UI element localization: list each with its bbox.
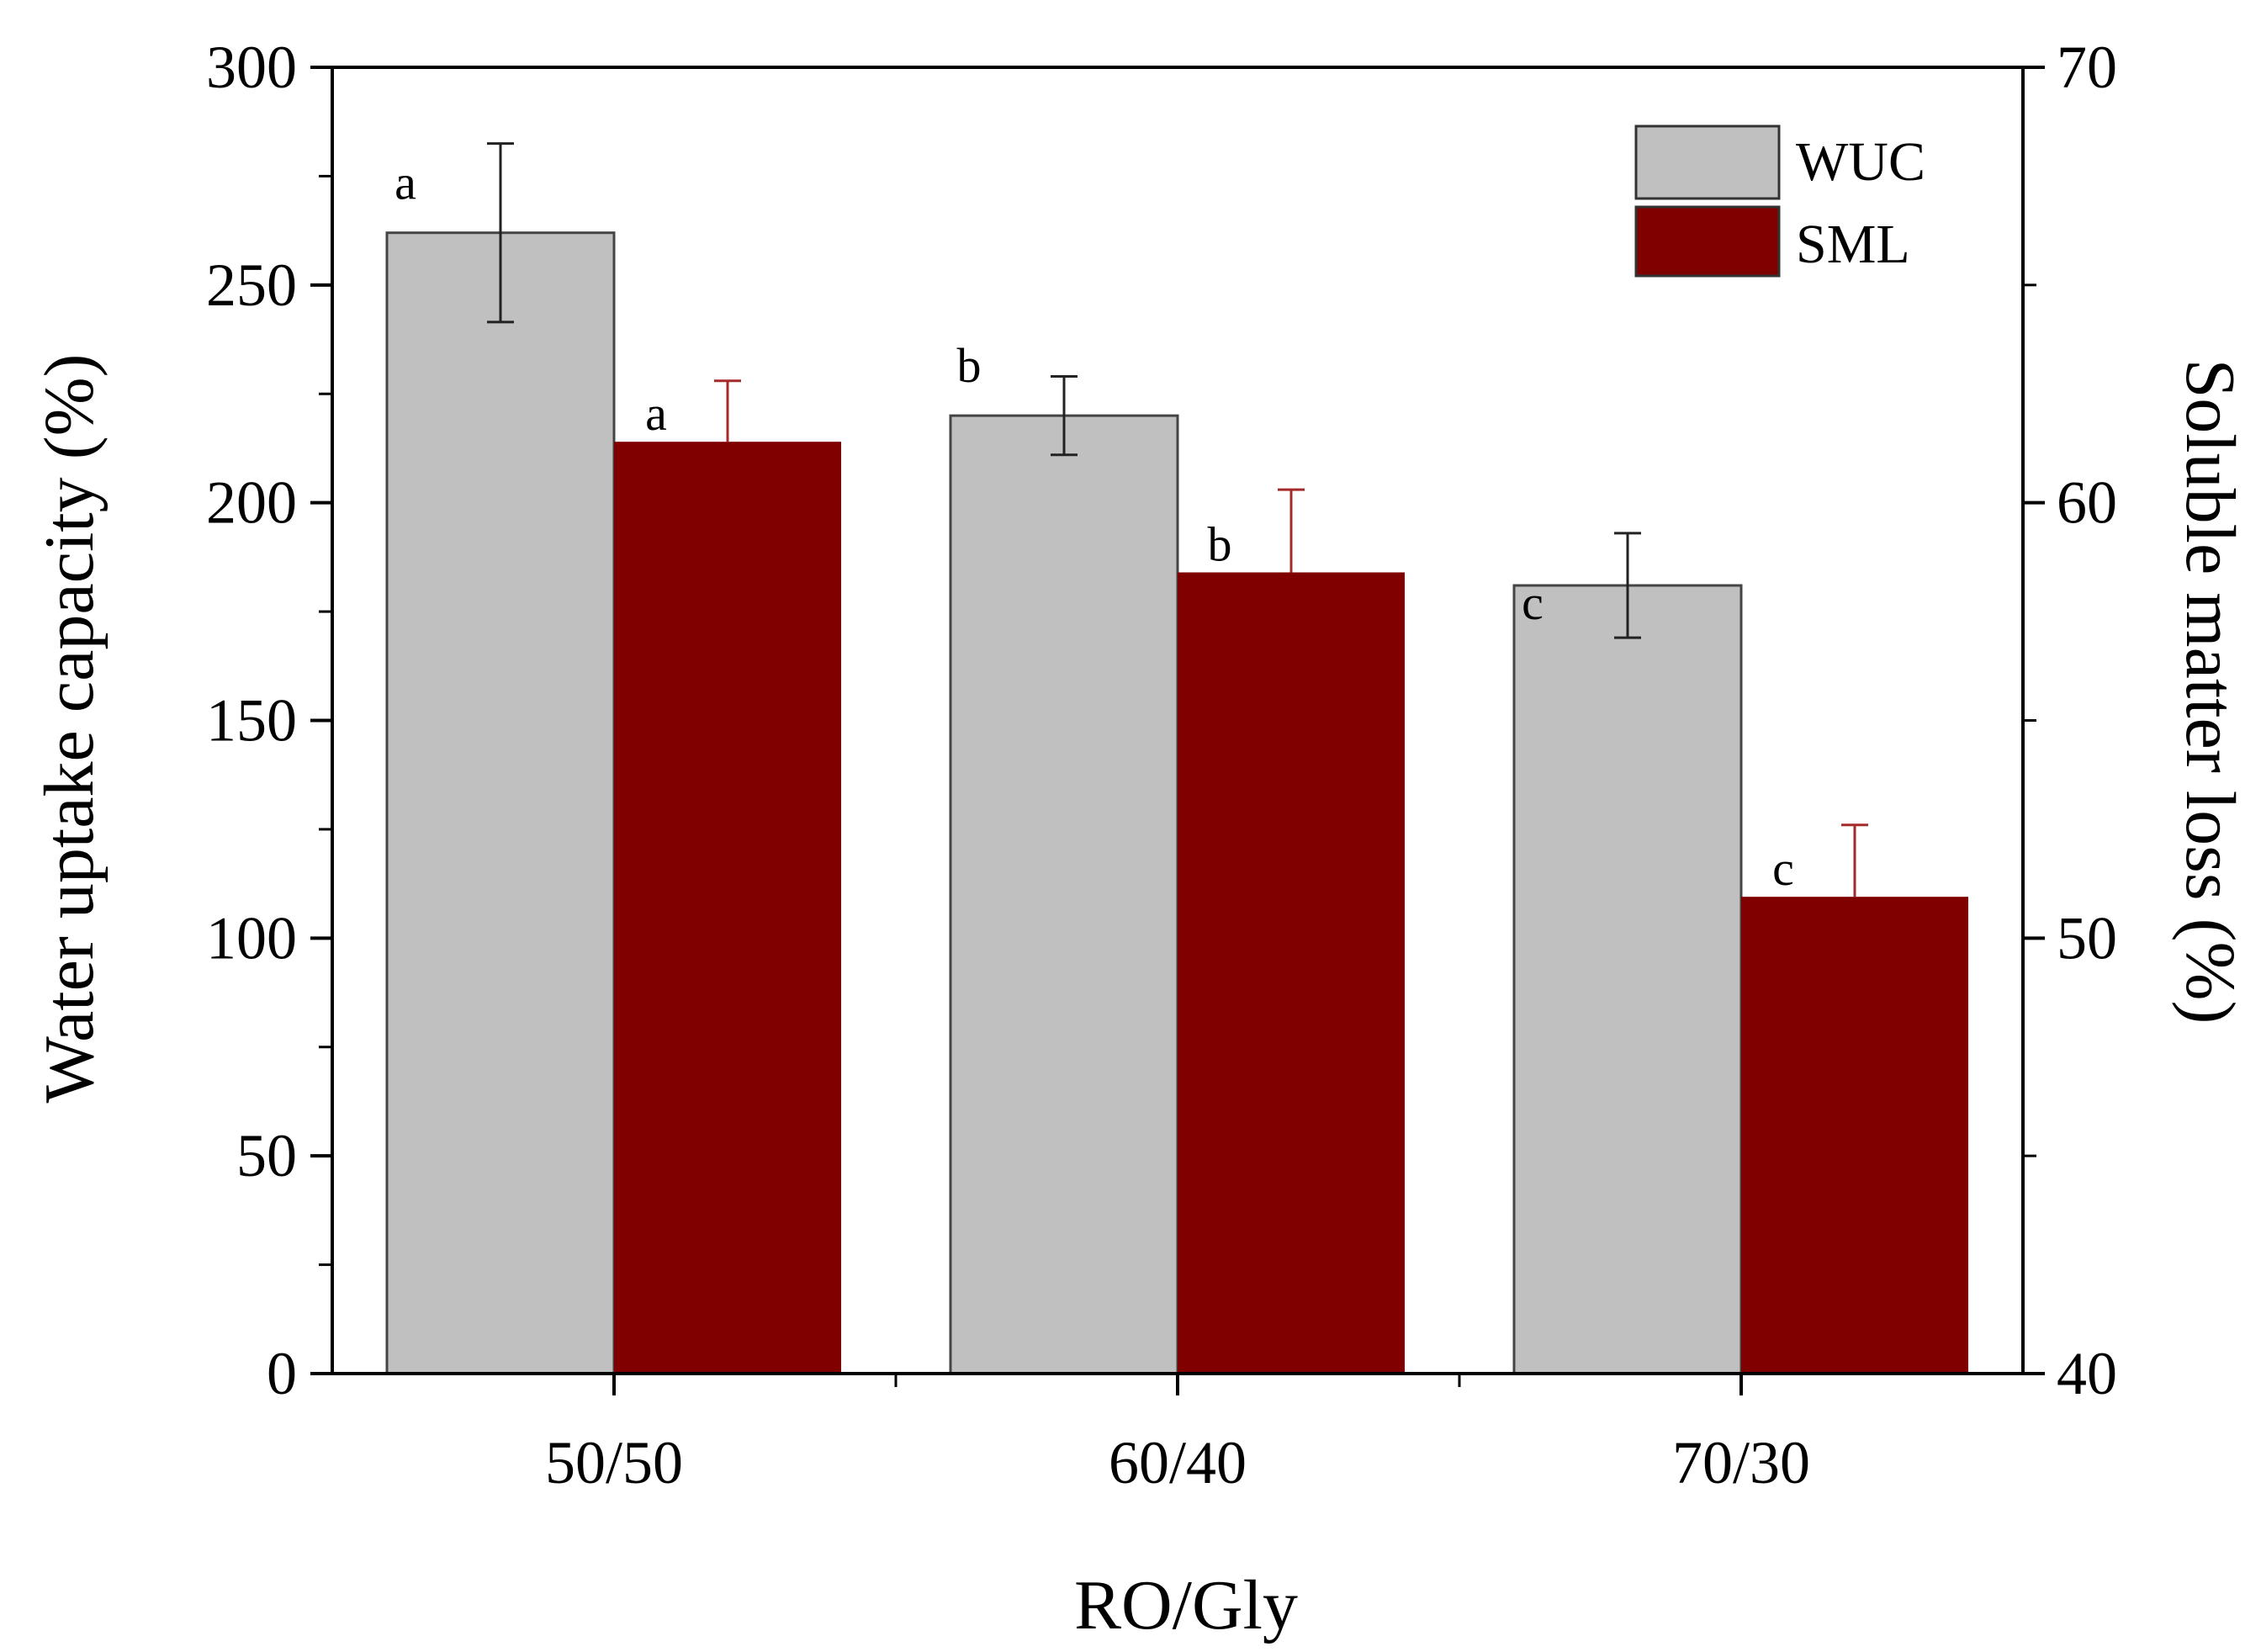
x-tick-label-70-30: 70/30 — [1672, 1429, 1810, 1496]
legend-swatch-sml — [1634, 205, 1781, 278]
left-y-tick-label-0: 0 — [267, 1340, 297, 1407]
bar-sml-70-30 — [1741, 897, 1968, 1374]
left-y-axis-title: Water uptake capacity (%) — [30, 353, 109, 1103]
legend-label-wuc: WUC — [1796, 131, 1925, 193]
sig-letter-wuc-60-40: b — [957, 338, 982, 393]
x-tick-label-60-40: 60/40 — [1109, 1429, 1247, 1496]
x-axis-title: RO/Gly — [1074, 1566, 1298, 1644]
sig-letter-sml-70-30: c — [1772, 841, 1794, 896]
bars-layer — [385, 142, 1968, 1375]
right-y-axis-title: Soluble matter loss (%) — [2171, 359, 2249, 1025]
bar-wuc-50-50 — [385, 231, 616, 1375]
left-y-tick-label-50: 50 — [236, 1122, 297, 1189]
left-y-tick-label-200: 200 — [206, 469, 297, 537]
sig-letter-wuc-70-30: c — [1522, 575, 1544, 630]
bar-wuc-60-40 — [949, 414, 1179, 1375]
right-y-tick-label-40: 40 — [2057, 1340, 2117, 1407]
x-tick-label-50-50: 50/50 — [545, 1429, 683, 1496]
legend-label-sml: SML — [1796, 214, 1910, 275]
left-y-tick-label-150: 150 — [206, 687, 297, 755]
left-y-tick-label-250: 250 — [206, 252, 297, 319]
right-y-tick-label-70: 70 — [2057, 34, 2117, 101]
bar-wuc-70-30 — [1512, 584, 1743, 1375]
sig-letter-sml-60-40: b — [1208, 516, 1232, 571]
bar-sml-50-50 — [614, 442, 841, 1374]
axes-layer — [310, 66, 2045, 1395]
right-y-tick-label-50: 50 — [2057, 904, 2117, 972]
sig-letter-sml-50-50: a — [645, 386, 667, 441]
right-y-tick-label-60: 60 — [2057, 469, 2117, 537]
sig-letter-wuc-50-50: a — [394, 156, 416, 210]
legend-swatch-wuc — [1634, 124, 1781, 200]
bar-sml-60-40 — [1178, 572, 1405, 1374]
legend: WUC SML — [1634, 124, 1925, 278]
left-y-tick-label-100: 100 — [206, 904, 297, 972]
left-y-tick-label-300: 300 — [206, 34, 297, 101]
